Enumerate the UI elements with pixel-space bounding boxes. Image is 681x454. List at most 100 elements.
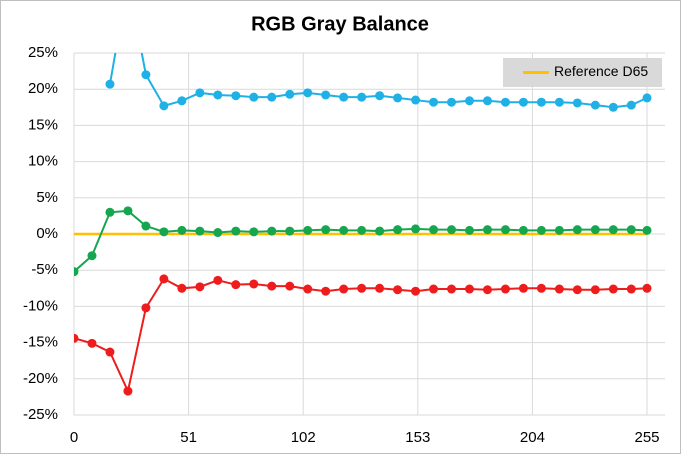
data-point xyxy=(159,227,169,237)
y-tick-label: 0% xyxy=(36,225,58,242)
data-point xyxy=(213,228,223,238)
y-tick-label: 15% xyxy=(28,116,58,133)
data-point xyxy=(303,225,313,235)
data-point xyxy=(285,89,295,99)
data-point xyxy=(464,96,474,106)
y-tick-label: -5% xyxy=(31,261,58,278)
data-point xyxy=(285,226,295,236)
data-point xyxy=(159,274,169,284)
data-point xyxy=(321,225,331,235)
data-point xyxy=(141,303,151,313)
data-point xyxy=(213,275,223,285)
x-tick-label: 51 xyxy=(180,429,197,446)
data-point xyxy=(536,225,546,235)
x-tick-label: 102 xyxy=(291,429,316,446)
data-point xyxy=(321,90,331,100)
data-point xyxy=(411,224,421,234)
data-point xyxy=(590,225,600,235)
data-point xyxy=(482,285,492,295)
data-point xyxy=(195,282,205,292)
data-point xyxy=(249,227,259,237)
y-tick-label: -25% xyxy=(23,406,58,423)
y-tick-label: 10% xyxy=(28,153,58,170)
data-point xyxy=(626,284,636,294)
data-point xyxy=(339,92,349,102)
data-point xyxy=(285,281,295,291)
data-point xyxy=(518,283,528,293)
data-point xyxy=(572,98,582,108)
data-point xyxy=(303,88,313,98)
data-point xyxy=(267,92,277,102)
data-point xyxy=(608,284,618,294)
data-point xyxy=(231,91,241,101)
data-point xyxy=(518,97,528,107)
data-point xyxy=(105,347,115,357)
x-tick-label: 0 xyxy=(70,429,78,446)
y-tick-label: 5% xyxy=(36,189,58,206)
data-point xyxy=(536,283,546,293)
x-tick-label: 255 xyxy=(635,429,660,446)
data-point xyxy=(393,93,403,103)
data-point xyxy=(141,221,151,231)
data-point xyxy=(626,225,636,235)
data-point xyxy=(642,283,652,293)
data-point xyxy=(87,251,97,261)
data-point xyxy=(464,284,474,294)
data-point xyxy=(339,284,349,294)
data-point xyxy=(321,286,331,296)
data-point xyxy=(357,283,367,293)
data-point xyxy=(572,285,582,295)
data-point xyxy=(177,283,187,293)
data-point xyxy=(213,90,223,100)
data-point xyxy=(393,285,403,295)
data-point xyxy=(123,206,133,216)
data-point xyxy=(447,225,457,235)
data-point xyxy=(195,88,205,98)
data-point xyxy=(608,102,618,112)
data-point xyxy=(231,226,241,236)
y-tick-label: -20% xyxy=(23,370,58,387)
legend-label: Reference D65 xyxy=(554,63,648,79)
data-point xyxy=(500,97,510,107)
data-point xyxy=(642,225,652,235)
data-point xyxy=(429,97,439,107)
data-point xyxy=(105,207,115,217)
data-point xyxy=(411,95,421,105)
data-point xyxy=(518,225,528,235)
data-point xyxy=(267,226,277,236)
x-tick-label: 153 xyxy=(405,429,430,446)
data-point xyxy=(482,96,492,106)
data-point xyxy=(105,79,115,89)
data-point xyxy=(267,281,277,291)
y-tick-label: 20% xyxy=(28,80,58,97)
data-point xyxy=(249,279,259,289)
data-point xyxy=(572,225,582,235)
data-point xyxy=(195,226,205,236)
data-point xyxy=(429,225,439,235)
data-point xyxy=(74,267,79,277)
data-point xyxy=(357,225,367,235)
y-tick-label: 25% xyxy=(28,44,58,61)
x-tick-label: 204 xyxy=(520,429,545,446)
y-tick-label: -10% xyxy=(23,297,58,314)
data-point xyxy=(482,225,492,235)
data-point xyxy=(590,100,600,110)
data-point xyxy=(231,280,241,290)
data-point xyxy=(447,97,457,107)
data-point xyxy=(411,286,421,296)
data-point xyxy=(626,100,636,110)
data-point xyxy=(500,225,510,235)
data-point xyxy=(554,284,564,294)
data-point xyxy=(159,101,169,111)
data-point xyxy=(87,338,97,348)
data-point xyxy=(642,93,652,103)
data-point xyxy=(590,285,600,295)
data-point xyxy=(74,333,79,343)
data-point xyxy=(554,225,564,235)
data-point xyxy=(536,97,546,107)
data-point xyxy=(608,225,618,235)
data-point xyxy=(339,225,349,235)
chart-title: RGB Gray Balance xyxy=(251,13,429,35)
data-point xyxy=(177,225,187,235)
